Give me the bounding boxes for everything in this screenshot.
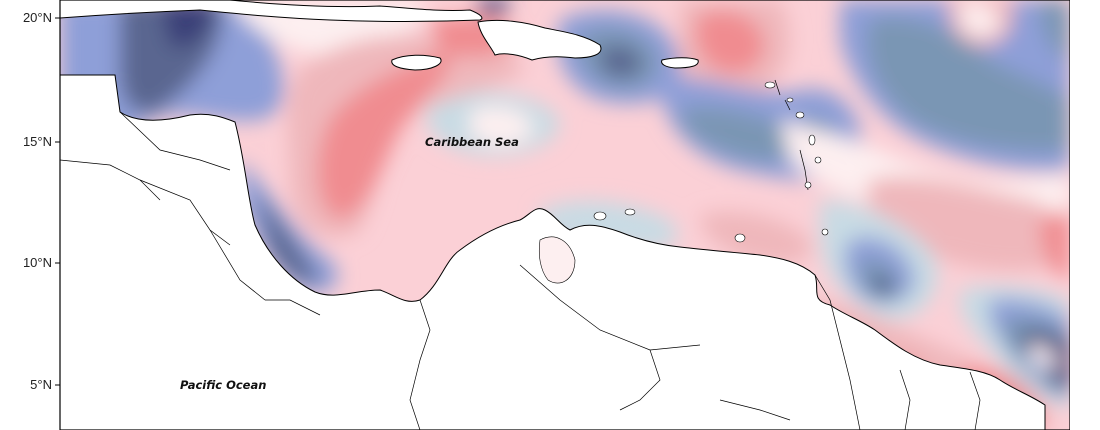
land-masses — [60, 0, 1046, 430]
right-frame-strip — [1070, 0, 1100, 430]
lat-ticks — [55, 17, 60, 386]
lat-label-15n: 15°N — [22, 134, 52, 149]
lat-label-5n: 5°N — [30, 377, 52, 392]
small-islands — [593, 81, 829, 243]
lat-label-20n: 20°N — [22, 10, 52, 25]
caribbean-sea-label: Caribbean Sea — [425, 135, 519, 149]
lat-label-10n: 10°N — [22, 255, 52, 270]
pacific-ocean-label: Pacific Ocean — [180, 378, 267, 392]
country-borders — [60, 79, 981, 430]
anomaly-field — [60, 0, 1070, 430]
